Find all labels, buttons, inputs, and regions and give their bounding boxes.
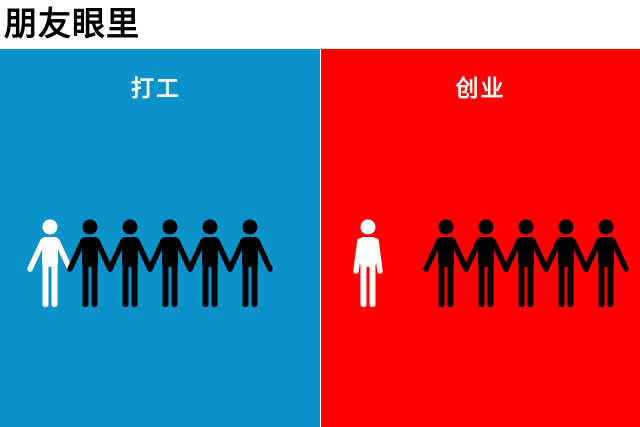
person (187, 219, 233, 307)
person (147, 219, 193, 307)
panel-label-left: 打工 (131, 76, 181, 102)
person (227, 219, 273, 307)
person-highlighted (353, 219, 383, 307)
person (543, 219, 589, 307)
panel-label-right: 创业 (455, 76, 506, 102)
person (583, 219, 629, 307)
panel-right: 创业 (321, 49, 640, 427)
person (423, 219, 469, 307)
person (503, 219, 549, 307)
person (107, 219, 153, 307)
person (67, 219, 113, 307)
panel-left: 打工 (0, 49, 320, 427)
people-group-right (353, 219, 629, 307)
page-title: 朋友眼里 (4, 4, 140, 43)
person (463, 219, 509, 307)
person-highlighted (27, 219, 73, 307)
people-group-left (27, 219, 273, 307)
